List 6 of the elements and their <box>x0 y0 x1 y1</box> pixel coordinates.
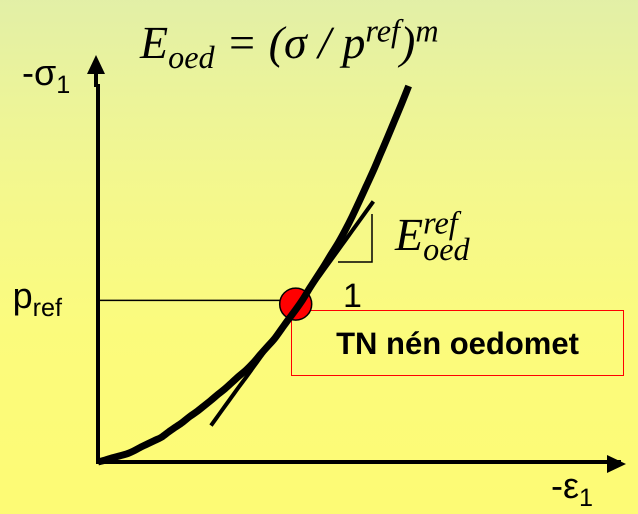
label-frame: TN nén oedomet <box>291 310 624 376</box>
chart-title: E$_{oed}$ = (σ / p$^{ref}$)$^{m}$ <box>140 12 439 76</box>
ref-line-label: p$_{ref}$ <box>12 275 62 322</box>
y-axis-title: -σ$_{1}$ <box>22 52 70 100</box>
annotation: TN nén oedomet <box>336 326 579 360</box>
x-axis-title: -ε$_{1}$ <box>551 465 594 512</box>
